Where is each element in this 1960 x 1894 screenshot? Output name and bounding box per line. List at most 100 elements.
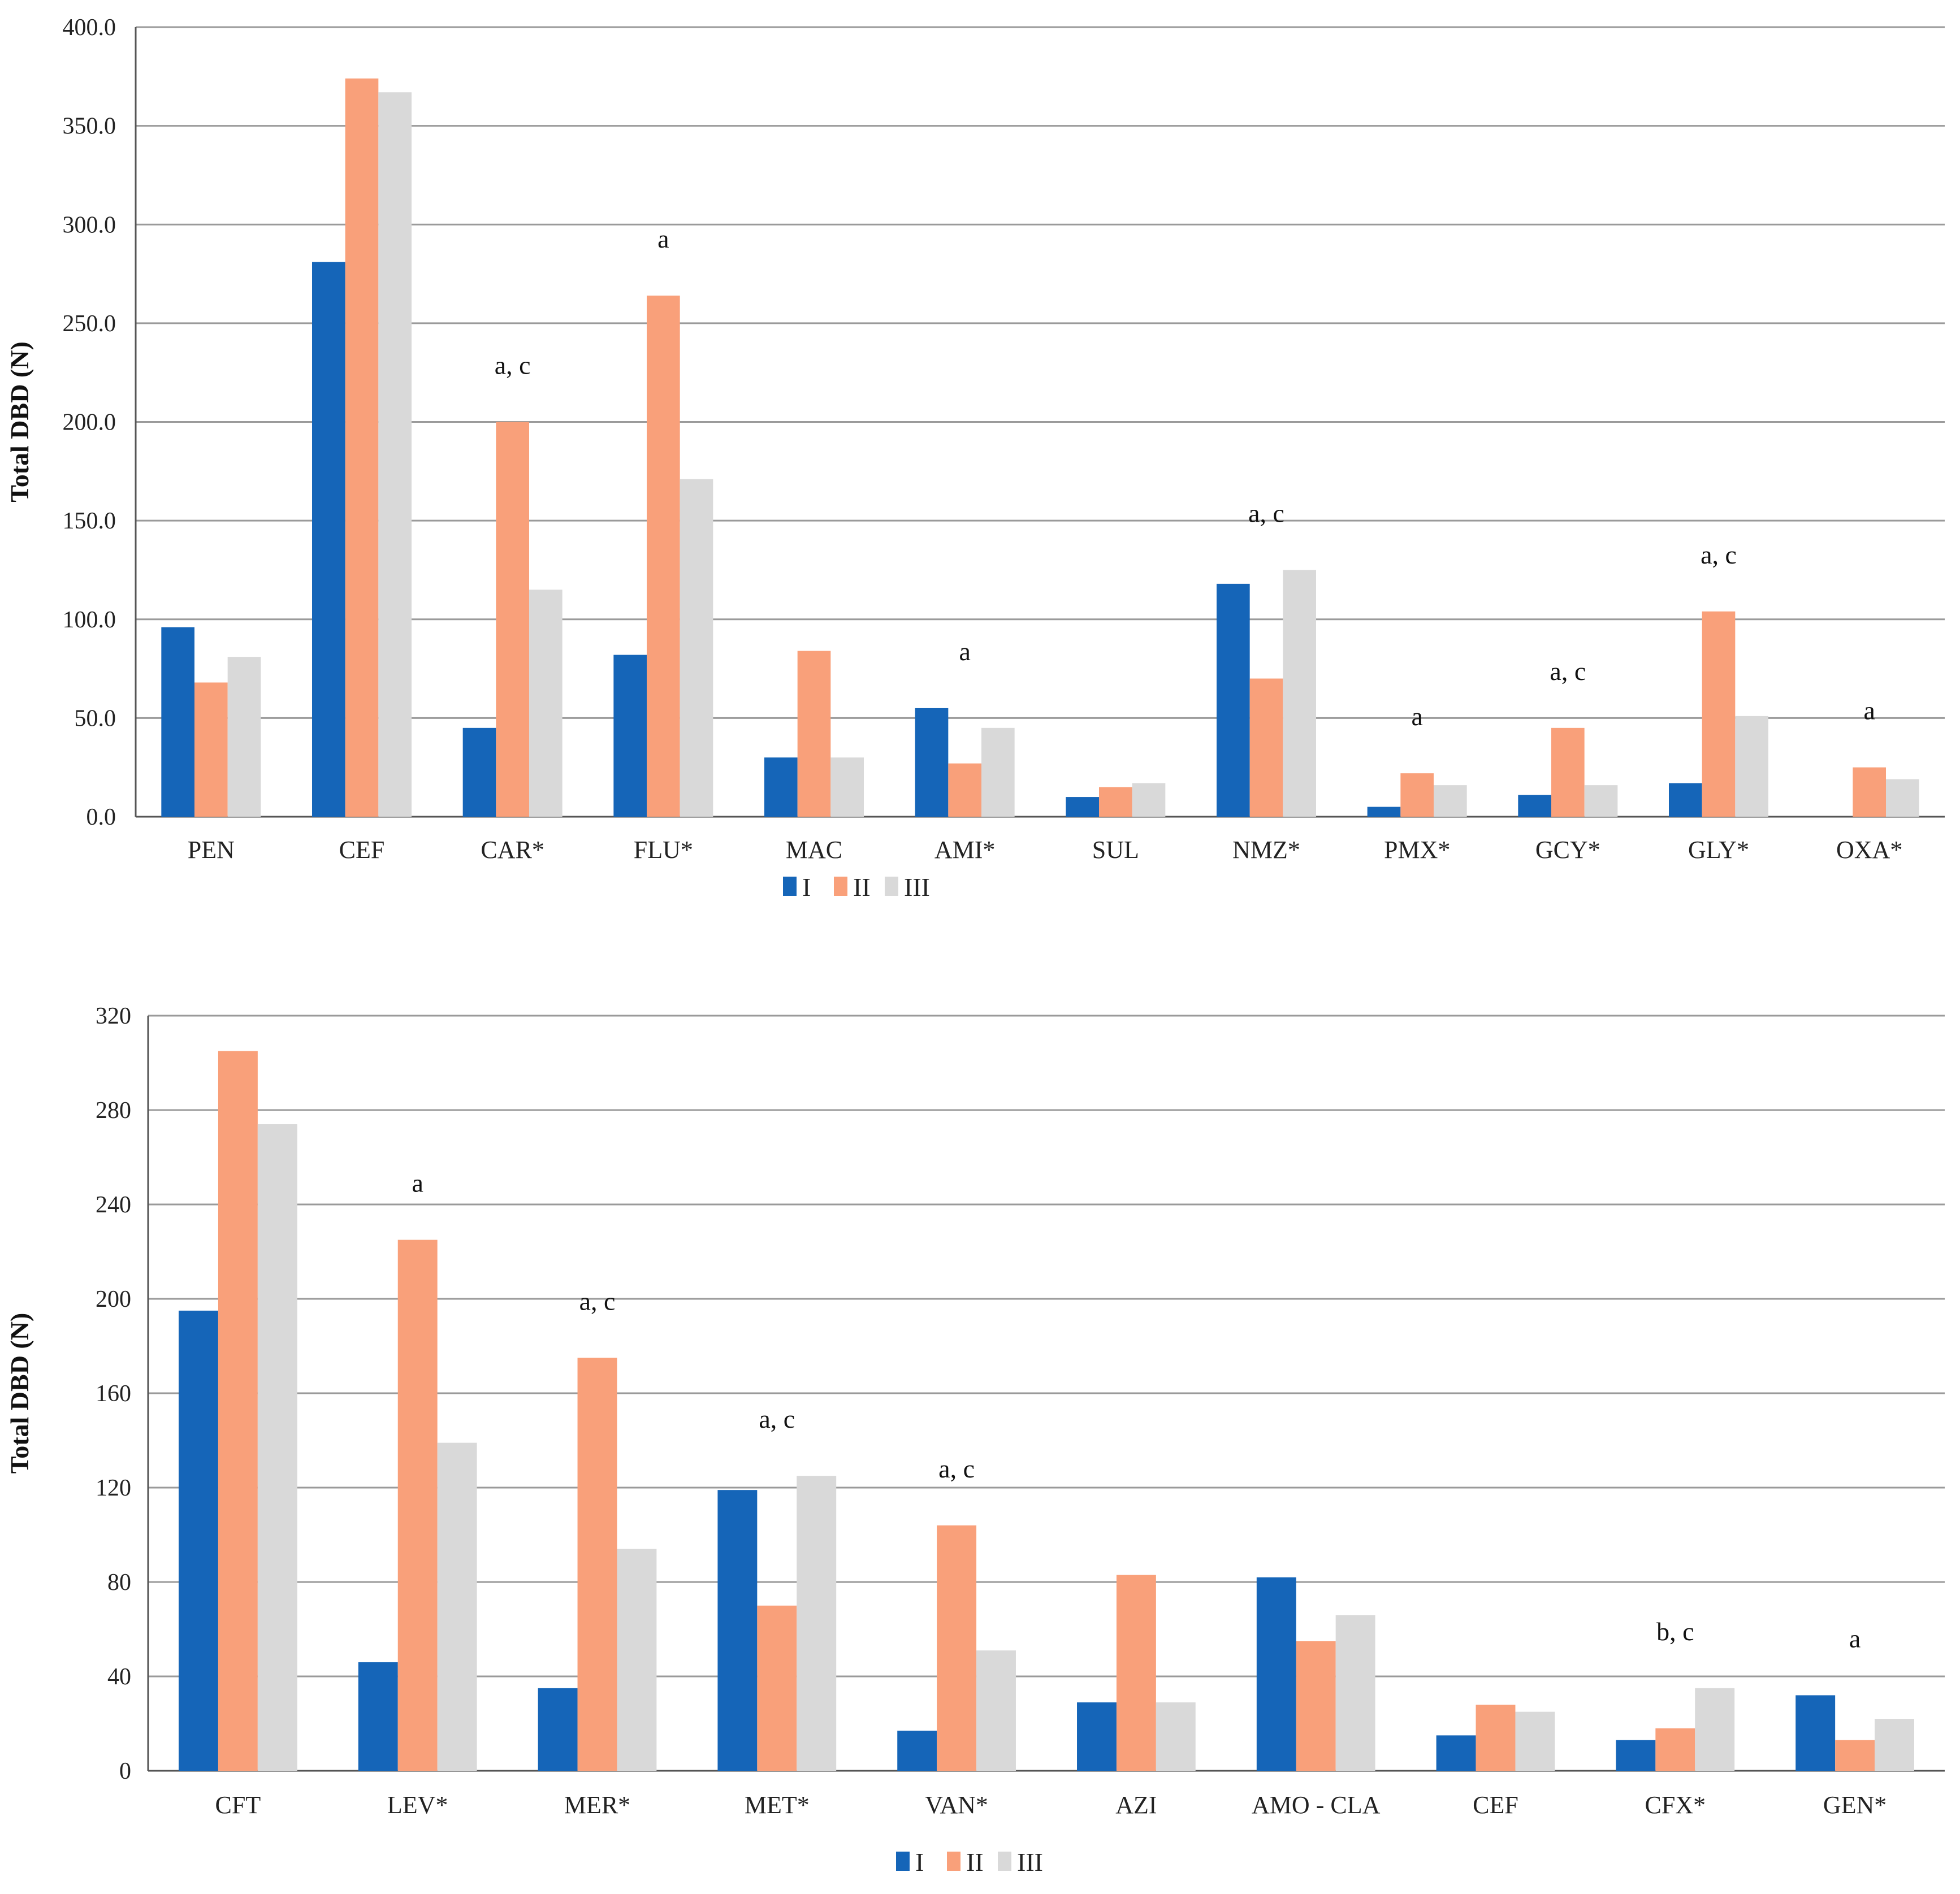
bar-i-pmx [1367,807,1401,817]
y-tick-label: 280 [96,1098,131,1124]
y-tick-label: 100.0 [63,607,116,633]
bar-iii-gcy [1584,785,1618,817]
bar-ii-ami [948,763,981,817]
bar-i-mac [764,757,798,817]
category-label-nmz: NMZ* [1232,836,1300,864]
legend-label-ii: II [853,873,871,902]
significance-annotation: a [959,637,970,666]
significance-annotation: a, c [1550,657,1586,686]
bar-iii-pmx [1434,785,1467,817]
y-tick-label: 350.0 [63,114,116,140]
bar-ii-lev [397,1239,438,1771]
significance-annotation: a [1863,696,1875,725]
category-label-cef: CEF [339,836,385,864]
category-label-mac: MAC [786,836,842,864]
y-tick-label: 50.0 [75,705,116,731]
bar-i-gly [1669,783,1702,817]
category-label-car: CAR* [481,836,544,864]
y-tick-label: 150.0 [63,508,116,534]
bar-ii-nmz [1249,678,1283,817]
bar-ii-pmx [1400,773,1434,817]
bar-i-car [462,727,496,817]
legend-swatch-iii [998,1852,1011,1871]
significance-annotation: a [1411,702,1422,731]
category-label-gen: GEN* [1823,1791,1887,1819]
bar-iii-amo-cla [1335,1615,1375,1771]
bar-ii-cef [345,78,379,817]
y-tick-label: 160 [96,1381,131,1407]
bar-iii-gen [1875,1719,1914,1771]
legend-label-i: I [802,873,811,902]
legend-label-ii: II [966,1848,984,1876]
bar-iii-mer [617,1549,657,1771]
y-tick-label: 120 [96,1475,131,1501]
bar-iii-cft [257,1124,297,1771]
category-label-cfx: CFX* [1645,1791,1706,1819]
bar-ii-cef [1476,1705,1516,1771]
bar-ii-cft [218,1051,258,1771]
y-tick-label: 300.0 [63,212,116,238]
bar-iii-met [797,1476,837,1771]
bar-iii-azi [1156,1702,1196,1771]
bar-i-gen [1795,1695,1836,1771]
legend: I II III [783,873,930,902]
significance-annotation: a, c [579,1286,616,1315]
bar-ii-oxa [1853,767,1886,817]
y-axis-title: Total DBD (N) [5,341,34,502]
bar-i-azi [1077,1702,1117,1771]
bar-iii-pen [227,657,261,817]
bar-iii-flu [680,479,713,817]
significance-annotation: a [1849,1624,1861,1653]
bar-iii-ami [981,727,1015,817]
significance-annotation: a, c [1701,540,1737,569]
category-label-met: MET* [745,1791,810,1819]
bar-ii-azi [1116,1575,1156,1771]
significance-annotation: b, c [1656,1617,1694,1646]
significance-annotation: a, c [1248,499,1284,527]
category-label-lev: LEV* [387,1791,448,1819]
bar-i-amo-cla [1256,1577,1296,1771]
legend-swatch-i [896,1852,910,1871]
bar-iii-cef [1515,1711,1555,1771]
y-tick-label: 400.0 [63,15,116,41]
bar-iii-oxa [1886,779,1919,817]
significance-annotation: a, c [938,1454,975,1483]
y-tick-label: 0 [119,1758,131,1784]
bar-i-van [897,1731,937,1771]
category-label-pmx: PMX* [1384,836,1450,864]
category-label-sul: SUL [1092,836,1139,864]
category-label-pen: PEN [188,836,235,864]
bar-ii-mer [577,1358,617,1771]
bar-iii-mac [830,757,864,817]
category-label-van: VAN* [925,1791,988,1819]
legend-swatch-ii [947,1852,960,1871]
category-label-cft: CFT [215,1791,261,1819]
category-label-azi: AZI [1115,1791,1157,1819]
bar-i-pen [161,627,194,817]
bar-i-flu [613,655,647,817]
bar-i-sul [1066,797,1099,817]
y-axis-title: Total DBD (N) [5,1313,34,1474]
bar-ii-met [757,1605,797,1771]
y-tick-label: 320 [96,1003,131,1029]
bar-i-met [717,1490,758,1771]
bar-i-mer [538,1688,578,1771]
y-tick-label: 40 [107,1664,131,1690]
bar-ii-cfx [1655,1728,1695,1771]
bar-i-cfx [1616,1740,1656,1771]
bar-i-cft [179,1310,218,1771]
chart-top: 0.0 50.0 100.0 150.0 200.0 250.0 300.0 350.0 400… [5,15,1945,902]
legend-label-i: I [915,1848,924,1876]
legend-swatch-i [783,877,797,896]
category-label-flu: FLU* [634,836,693,864]
bar-i-cef [312,262,345,817]
y-tick-label: 200 [96,1286,131,1312]
legend-swatch-ii [834,877,847,896]
bar-i-ami [915,708,949,817]
legend-label-iii: III [904,873,930,902]
bar-ii-flu [647,295,680,817]
category-label-amo-cla: AMO - CLA [1252,1791,1381,1819]
bar-ii-car [496,422,529,817]
bar-ii-van [937,1525,977,1771]
